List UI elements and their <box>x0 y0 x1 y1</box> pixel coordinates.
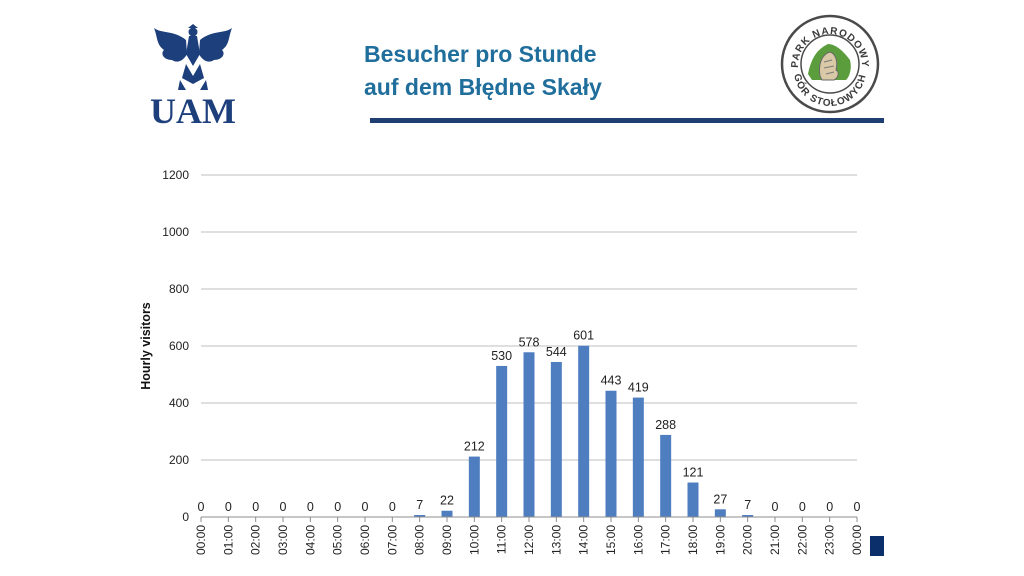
y-tick-label: 0 <box>182 510 189 524</box>
data-label: 419 <box>628 381 649 395</box>
x-tick-label: 14:00 <box>577 525 591 555</box>
x-tick-label: 12:00 <box>522 525 536 555</box>
bar <box>687 482 699 517</box>
data-label: 121 <box>683 466 704 480</box>
data-label: 0 <box>826 500 833 514</box>
bar <box>523 352 535 517</box>
x-tick-label: 05:00 <box>331 525 345 555</box>
data-label: 7 <box>416 498 423 512</box>
x-tick-label: 09:00 <box>440 525 454 555</box>
x-tick-label: 13:00 <box>549 525 563 555</box>
data-label: 0 <box>362 500 369 514</box>
x-tick-label: 23:00 <box>823 525 837 555</box>
x-tick-label: 10:00 <box>467 525 481 555</box>
mountain-icon <box>808 44 851 81</box>
bar <box>660 434 672 517</box>
y-axis-title: Hourly visitors <box>139 302 153 390</box>
bar <box>496 365 508 517</box>
x-tick-label: 01:00 <box>221 525 235 555</box>
data-label: 288 <box>655 418 676 432</box>
x-tick-label: 15:00 <box>604 525 618 555</box>
y-tick-label: 600 <box>169 339 189 353</box>
data-label: 0 <box>334 500 341 514</box>
x-tick-label: 04:00 <box>303 525 317 555</box>
data-label: 22 <box>440 494 454 508</box>
data-label: 544 <box>546 345 567 359</box>
data-label: 0 <box>772 500 779 514</box>
bar <box>441 510 453 517</box>
bars <box>414 345 754 517</box>
title-line-2: auf dem Błędne Skały <box>364 74 602 100</box>
data-label: 530 <box>491 349 512 363</box>
y-tick-label: 800 <box>169 282 189 296</box>
data-label: 0 <box>389 500 396 514</box>
eagle-icon <box>154 24 232 90</box>
title-underline <box>370 118 884 123</box>
bar <box>578 345 590 517</box>
park-narodowy-seal: PARK NARODOWY GÓR STOŁOWYCH <box>780 14 880 114</box>
x-tick-label: 17:00 <box>659 525 673 555</box>
corner-square-marker <box>870 536 884 556</box>
bar <box>742 515 754 517</box>
data-labels: 0 0 0 0 0 0 0 0 7 22 212 530 578 544 601 443 419 288 121 27… <box>198 329 861 514</box>
data-label: 212 <box>464 440 485 454</box>
x-tick-label: 20:00 <box>741 525 755 555</box>
data-label: 578 <box>519 335 540 349</box>
bar <box>632 397 644 517</box>
x-tick-label: 21:00 <box>768 525 782 555</box>
data-label: 601 <box>573 329 594 343</box>
data-label: 0 <box>252 500 259 514</box>
bar <box>550 361 562 517</box>
x-tick-label: 03:00 <box>276 525 290 555</box>
bar <box>714 509 726 517</box>
data-label: 27 <box>713 492 727 506</box>
x-tick-label: 08:00 <box>413 525 427 555</box>
x-tick-label: 18:00 <box>686 525 700 555</box>
y-tick-label: 400 <box>169 396 189 410</box>
x-tick-label: 22:00 <box>795 525 809 555</box>
bar <box>605 390 617 517</box>
y-tick-label: 200 <box>169 453 189 467</box>
x-axis-ticks: 00:00 01:00 02:00 03:00 04:00 05:00 06:00 07:00… <box>194 517 864 555</box>
data-label: 7 <box>744 498 751 512</box>
uam-logo: UAM <box>150 24 236 128</box>
x-tick-label: 02:00 <box>249 525 263 555</box>
y-axis-ticks: 0 200 400 600 800 1000 1200 <box>162 168 189 524</box>
slide-title: Besucher pro Stunde auf dem Błędne Skały <box>364 38 602 104</box>
y-tick-label: 1200 <box>162 168 189 182</box>
uam-logo-text: UAM <box>150 91 236 128</box>
x-tick-label: 11:00 <box>495 525 509 554</box>
x-tick-label: 00:00 <box>194 525 208 555</box>
data-label: 0 <box>198 500 205 514</box>
data-label: 443 <box>601 374 622 388</box>
data-label: 0 <box>854 500 861 514</box>
bar <box>468 456 480 517</box>
title-line-1: Besucher pro Stunde <box>364 41 597 67</box>
x-tick-label: 00:00 <box>850 525 864 555</box>
data-label: 0 <box>799 500 806 514</box>
bar <box>414 515 426 517</box>
data-label: 0 <box>225 500 232 514</box>
x-tick-label: 19:00 <box>713 525 727 555</box>
data-label: 0 <box>307 500 314 514</box>
x-tick-label: 16:00 <box>631 525 645 555</box>
x-tick-label: 06:00 <box>358 525 372 555</box>
x-tick-label: 07:00 <box>385 525 399 555</box>
data-label: 0 <box>280 500 287 514</box>
y-tick-label: 1000 <box>162 225 189 239</box>
